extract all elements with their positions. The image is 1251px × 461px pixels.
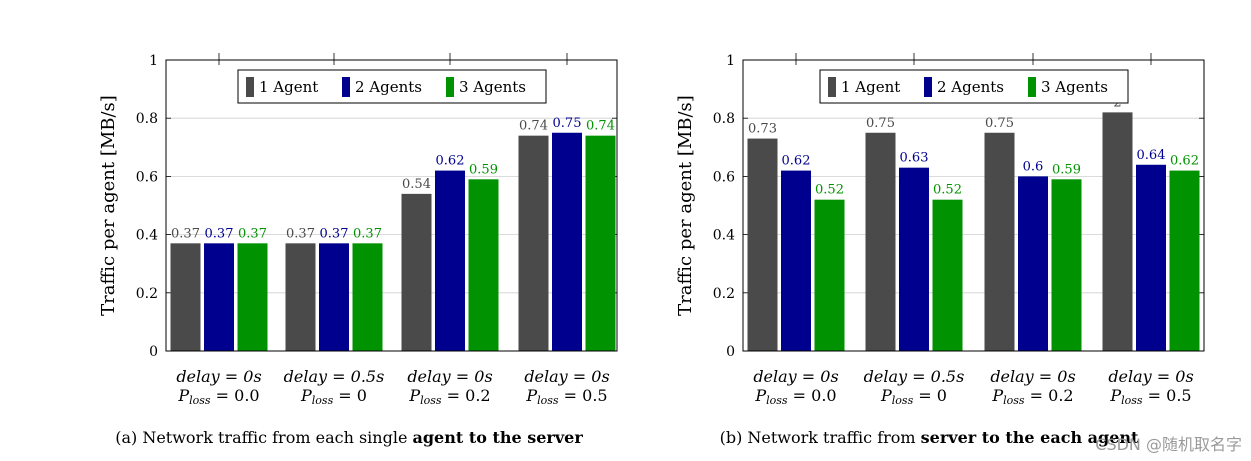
y-tick-label: 0.8 bbox=[713, 111, 735, 127]
legend-entry-3: 3 Agents bbox=[459, 78, 526, 96]
plot-frame bbox=[742, 59, 1205, 352]
category-label-line1: delay = 0.5s bbox=[284, 367, 385, 386]
category-label-line1: delay = 0s bbox=[524, 367, 609, 386]
category-label-line2: Ploss = 0.0 bbox=[177, 386, 259, 407]
data-label: 0.52 bbox=[815, 183, 844, 198]
legend-entry-1: 1 Agent bbox=[841, 78, 900, 96]
bar-s3-c3 bbox=[1051, 179, 1082, 351]
legend-swatch-1 bbox=[828, 77, 836, 97]
y-tick-label: 0 bbox=[149, 344, 158, 360]
category-label-line2: Ploss = 0.0 bbox=[754, 386, 836, 407]
y-tick-label: 0.2 bbox=[136, 286, 158, 302]
data-label: 0.59 bbox=[1052, 162, 1081, 177]
legend-entry-3: 3 Agents bbox=[1041, 78, 1108, 96]
y-tick-label: 0.8 bbox=[136, 111, 158, 127]
bar-s3-c3 bbox=[468, 179, 499, 351]
data-label: 0.64 bbox=[1137, 148, 1166, 163]
y-tick-label: 0.4 bbox=[713, 228, 735, 244]
data-label: 0.6 bbox=[1023, 159, 1044, 174]
data-label: 0.62 bbox=[782, 154, 811, 169]
bar-s2-c4 bbox=[552, 132, 582, 351]
chart-caption: (b) Network traffic from server to the e… bbox=[720, 428, 1139, 447]
bar-s3-c1 bbox=[237, 243, 268, 351]
legend-entry-2: 2 Agents bbox=[355, 78, 422, 96]
data-label: 0.75 bbox=[553, 116, 582, 131]
y-tick-label: 1 bbox=[149, 53, 158, 69]
bar-s3-c2 bbox=[932, 199, 963, 351]
plot-frame bbox=[165, 59, 618, 352]
bar-s2-c1 bbox=[781, 170, 811, 351]
data-label: 0.63 bbox=[900, 151, 929, 166]
data-label: 0.74 bbox=[519, 119, 548, 134]
bar-s2-c2 bbox=[319, 243, 349, 351]
data-label: 0.59 bbox=[469, 162, 498, 177]
y-tick-label: 1 bbox=[726, 53, 735, 69]
legend-entry-1: 1 Agent bbox=[259, 78, 318, 96]
legend-swatch-3 bbox=[1028, 77, 1036, 97]
data-label: 0.37 bbox=[171, 226, 200, 241]
legend-box bbox=[819, 69, 1129, 104]
bar-s3-c4 bbox=[585, 135, 616, 351]
bar-s3-c2 bbox=[352, 243, 383, 351]
bar-s3-c1 bbox=[814, 199, 845, 351]
bar-s2-c3 bbox=[1018, 176, 1048, 351]
category-label-line1: delay = 0.5s bbox=[864, 367, 965, 386]
category-label-line2: Ploss = 0 bbox=[880, 386, 947, 407]
bar-s1-c3 bbox=[984, 132, 1015, 351]
bar-s1-c2 bbox=[285, 243, 316, 351]
bar-s1-c4 bbox=[518, 135, 549, 351]
chart-caption: (a) Network traffic from each single age… bbox=[115, 428, 583, 447]
bar-s1-c2 bbox=[865, 132, 896, 351]
bar-s1-c3 bbox=[401, 193, 432, 351]
category-label-line2: Ploss = 0 bbox=[300, 386, 367, 407]
bar-s3-c4 bbox=[1169, 170, 1200, 351]
data-label: 0.37 bbox=[238, 226, 267, 241]
chart-panel-2: 00.20.40.60.810.730.750.7520.620.630.60.… bbox=[675, 53, 1205, 447]
chart-panel-1: 0 0.2 0.4 0.6 0.8 1 0.37 0.37 0.54 0.74 0.37 0.37 0.… bbox=[98, 53, 618, 447]
data-label: 0.75 bbox=[866, 116, 895, 131]
category-label-line2: Ploss = 0.2 bbox=[408, 386, 490, 407]
bar-s2-c2 bbox=[899, 167, 929, 351]
data-label: 0.75 bbox=[985, 116, 1014, 131]
y-axis-label: Traffic per agent [MB/s] bbox=[98, 95, 119, 316]
bar-s2-c4 bbox=[1136, 164, 1166, 351]
y-tick-label: 0.4 bbox=[136, 228, 158, 244]
watermark-text: CSDN @随机取名字 bbox=[1095, 435, 1242, 454]
legend-entry-2: 2 Agents bbox=[937, 78, 1004, 96]
data-label: 0.73 bbox=[748, 122, 777, 137]
data-label: 0.37 bbox=[205, 226, 234, 241]
legend-swatch-1 bbox=[246, 77, 254, 97]
bar-s2-c1 bbox=[204, 243, 234, 351]
category-label-line1: delay = 0s bbox=[1108, 367, 1193, 386]
y-tick-label: 0.6 bbox=[713, 169, 735, 185]
legend-swatch-2 bbox=[342, 77, 350, 97]
y-tick-label: 0.6 bbox=[136, 169, 158, 185]
y-axis-label: Traffic per agent [MB/s] bbox=[675, 95, 696, 316]
bar-s1-c1 bbox=[747, 138, 778, 351]
data-label: 0.37 bbox=[286, 226, 315, 241]
data-label: 0.62 bbox=[1170, 154, 1199, 169]
category-label-line2: Ploss = 0.5 bbox=[525, 386, 607, 407]
data-label: 0.37 bbox=[353, 226, 382, 241]
data-label: 0.54 bbox=[402, 177, 431, 192]
category-label-line1: delay = 0s bbox=[753, 367, 838, 386]
y-tick-label: 0 bbox=[726, 344, 735, 360]
category-label-line1: delay = 0s bbox=[990, 367, 1075, 386]
data-label: 0.37 bbox=[320, 226, 349, 241]
data-label: 0.52 bbox=[933, 183, 962, 198]
y-tick-label: 0.2 bbox=[713, 286, 735, 302]
bar-s2-c3 bbox=[435, 170, 465, 351]
category-label-line2: Ploss = 0.5 bbox=[1109, 386, 1191, 407]
bar-s1-c1 bbox=[170, 243, 201, 351]
category-label-line2: Ploss = 0.2 bbox=[991, 386, 1073, 407]
legend-swatch-2 bbox=[924, 77, 932, 97]
category-label-line1: delay = 0s bbox=[407, 367, 492, 386]
legend-swatch-3 bbox=[446, 77, 454, 97]
legend-box bbox=[237, 69, 547, 104]
data-label: 0.74 bbox=[586, 119, 615, 134]
data-label: 0.62 bbox=[436, 154, 465, 169]
bar-s1-c4 bbox=[1102, 112, 1133, 351]
category-label-line1: delay = 0s bbox=[176, 367, 261, 386]
